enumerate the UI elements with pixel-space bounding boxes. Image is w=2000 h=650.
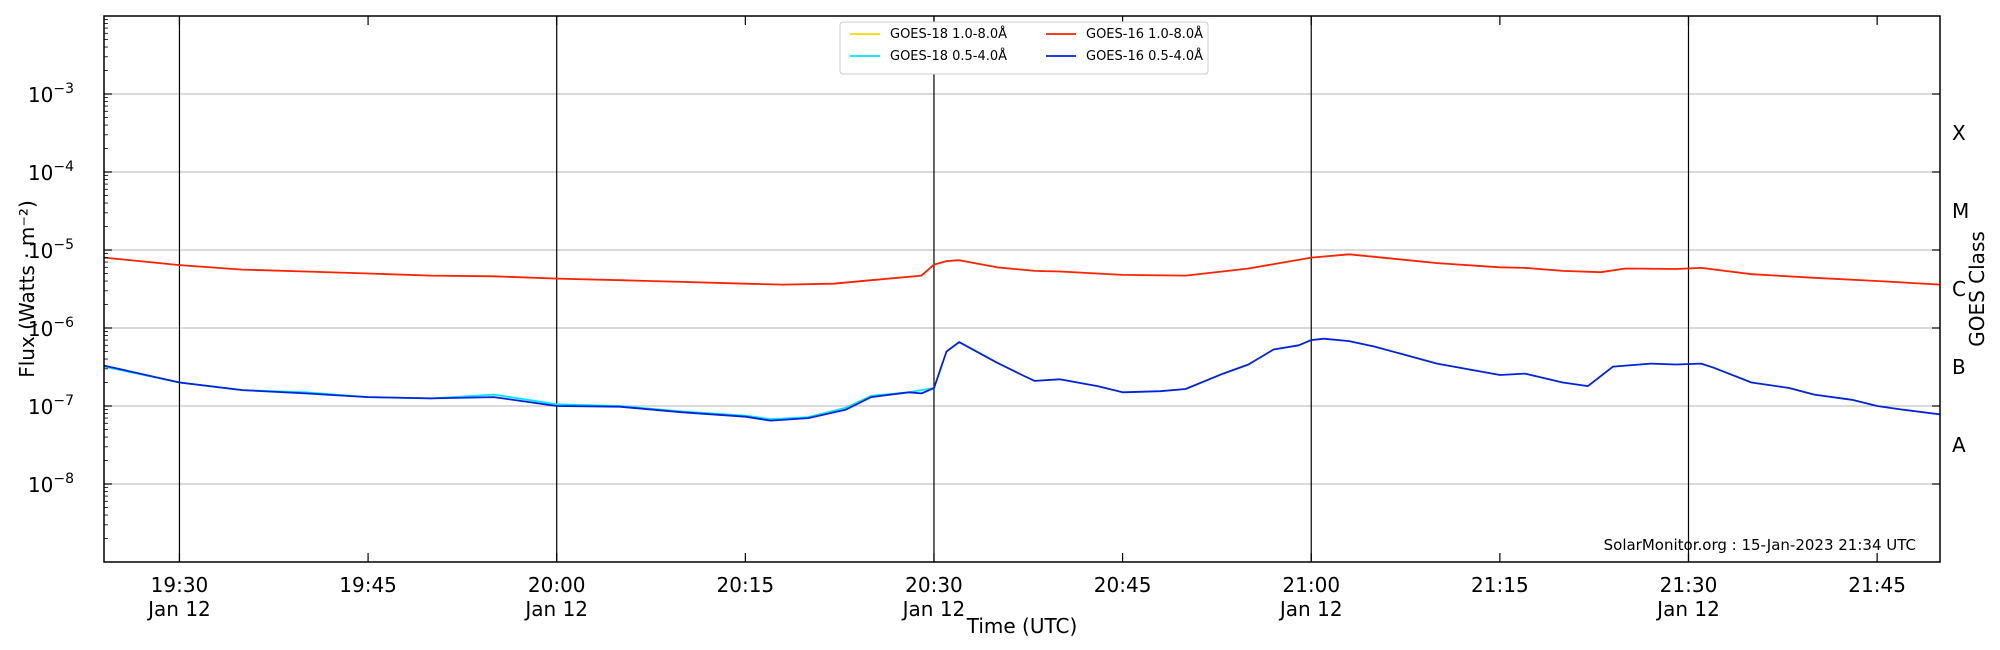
goes-class-label: C bbox=[1952, 277, 1966, 301]
legend: GOES-18 1.0-8.0Å GOES-18 0.5-4.0Å GOES-16 … bbox=[839, 21, 1209, 75]
day-marker-lines bbox=[178, 16, 1690, 562]
y-tick-label: 10−5 bbox=[28, 237, 74, 263]
x-tick-label: 20:30 bbox=[905, 573, 963, 597]
x-tick-label: 20:15 bbox=[717, 573, 775, 597]
goes-class-label: M bbox=[1952, 199, 1969, 223]
legend-entry-label: GOES-18 0.5-4.0Å bbox=[890, 48, 1007, 64]
y-tick-base: 10 bbox=[28, 395, 53, 419]
legend-box bbox=[839, 21, 1209, 75]
y-tick-base: 10 bbox=[28, 83, 53, 107]
goes-class-labels: A B C M X bbox=[1952, 121, 1969, 457]
y-axis-ticks: 10−810−710−610−510−410−3 bbox=[28, 19, 1940, 539]
x-tick-label: 21:00 bbox=[1282, 573, 1340, 597]
footer-credit: SolarMonitor.org : 15-Jan-2023 21:34 UTC bbox=[1604, 536, 1916, 554]
y-tick-exponent: −3 bbox=[53, 81, 74, 97]
x-tick-date-label: Jan 12 bbox=[901, 597, 966, 621]
x-tick-date-label: Jan 12 bbox=[146, 597, 211, 621]
y-axis-label: Flux (Watts · m⁻²) bbox=[15, 200, 39, 378]
x-tick-label: 21:45 bbox=[1848, 573, 1906, 597]
horizontal-grid bbox=[104, 93, 1940, 485]
y-tick-label: 10−8 bbox=[28, 471, 74, 497]
x-axis-label: Time (UTC) bbox=[966, 614, 1078, 638]
goes-class-label: A bbox=[1952, 433, 1966, 457]
y-tick-exponent: −7 bbox=[53, 393, 74, 409]
y-tick-label: 10−6 bbox=[28, 315, 74, 341]
y-tick-base: 10 bbox=[28, 473, 53, 497]
y-tick-label: 10−7 bbox=[28, 393, 74, 419]
goes-class-label: B bbox=[1952, 355, 1966, 379]
goes-class-axis-label: GOES Class bbox=[1965, 231, 1989, 347]
x-tick-date-label: Jan 12 bbox=[523, 597, 588, 621]
x-tick-label: 21:30 bbox=[1660, 573, 1718, 597]
x-tick-label: 20:45 bbox=[1094, 573, 1152, 597]
y-tick-label: 10−4 bbox=[28, 159, 74, 185]
series-line bbox=[103, 337, 1941, 422]
legend-entry-label: GOES-16 0.5-4.0Å bbox=[1086, 48, 1203, 64]
series-lines bbox=[103, 253, 1941, 422]
x-tick-date-label: Jan 12 bbox=[1278, 597, 1343, 621]
legend-entry-label: GOES-18 1.0-8.0Å bbox=[890, 26, 1007, 42]
goes-class-label: X bbox=[1952, 121, 1966, 145]
series-line bbox=[103, 365, 935, 421]
x-tick-label: 19:45 bbox=[339, 573, 397, 597]
legend-entry-label: GOES-16 1.0-8.0Å bbox=[1086, 26, 1203, 42]
plot-frame bbox=[103, 15, 1941, 563]
x-tick-label: 19:30 bbox=[151, 573, 209, 597]
x-tick-date-label: Jan 12 bbox=[1655, 597, 1720, 621]
series-line bbox=[103, 253, 1941, 286]
y-tick-exponent: −8 bbox=[53, 471, 74, 487]
y-tick-exponent: −6 bbox=[53, 315, 74, 331]
y-tick-exponent: −5 bbox=[53, 237, 74, 253]
x-tick-label: 20:00 bbox=[528, 573, 586, 597]
y-tick-base: 10 bbox=[28, 317, 53, 341]
y-tick-exponent: −4 bbox=[53, 159, 74, 175]
y-tick-base: 10 bbox=[28, 239, 53, 263]
y-tick-base: 10 bbox=[28, 161, 53, 185]
x-tick-label: 21:15 bbox=[1471, 573, 1529, 597]
y-tick-label: 10−3 bbox=[28, 81, 74, 107]
